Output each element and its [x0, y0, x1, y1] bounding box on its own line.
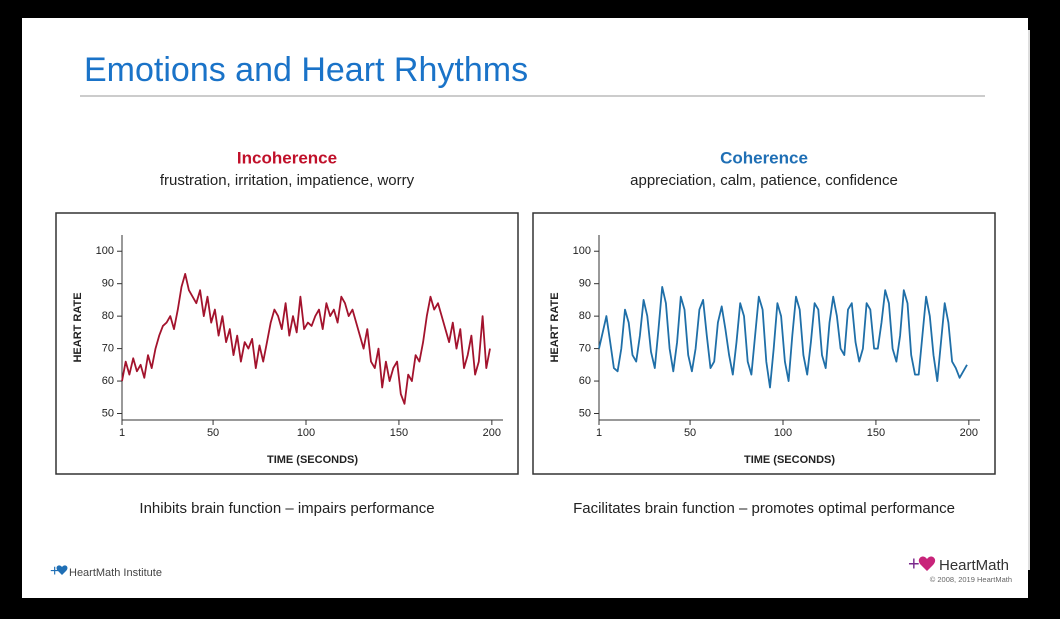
footer-left: HeartMath Institute [69, 567, 162, 579]
x-tick-label: 200 [960, 427, 978, 439]
heart-icon [918, 556, 936, 571]
y-tick-label: 100 [96, 245, 114, 257]
chart-title: Incoherence [237, 148, 337, 167]
x-tick-label: 100 [774, 427, 792, 439]
y-tick-label: 80 [579, 310, 591, 322]
y-tick-label: 70 [102, 343, 114, 355]
slide-title: Emotions and Heart Rhythms [84, 51, 528, 89]
y-tick-label: 50 [579, 407, 591, 419]
x-tick-label: 100 [297, 427, 315, 439]
chart-box [55, 212, 519, 475]
x-tick-label: 200 [483, 427, 501, 439]
heart-rate-line [121, 273, 491, 405]
edge-shadow [1028, 30, 1030, 570]
footer-copyright: © 2008, 2019 HeartMath [930, 575, 1012, 584]
y-tick-label: 100 [573, 245, 591, 257]
x-axis-label: TIME (SECONDS) [267, 454, 358, 466]
y-tick-label: 90 [579, 278, 591, 290]
chart-subtitle: frustration, irritation, impatience, wor… [160, 172, 415, 189]
x-axis-label: TIME (SECONDS) [744, 454, 835, 466]
y-tick-label: 80 [102, 310, 114, 322]
y-tick-label: 60 [579, 375, 591, 387]
y-tick-label: 50 [102, 407, 114, 419]
y-axis-label: HEART RATE [549, 292, 561, 362]
plus-icon: + [50, 563, 59, 580]
x-tick-label: 50 [684, 427, 696, 439]
chart-box [532, 212, 996, 475]
y-axis-label: HEART RATE [72, 292, 84, 362]
footer-brand: HeartMath [939, 557, 1009, 574]
x-tick-label: 1 [119, 427, 125, 439]
x-tick-label: 150 [867, 427, 885, 439]
chart-caption: Inhibits brain function – impairs perfor… [139, 500, 434, 517]
chart-title: Coherence [720, 148, 808, 167]
heart-rate-line [598, 286, 968, 389]
x-tick-label: 150 [390, 427, 408, 439]
plus-icon: + [908, 553, 920, 575]
chart-caption: Facilitates brain function – promotes op… [573, 500, 955, 517]
chart-subtitle: appreciation, calm, patience, confidence [630, 172, 898, 189]
y-tick-label: 60 [102, 375, 114, 387]
y-tick-label: 70 [579, 343, 591, 355]
heart-icon [56, 565, 68, 575]
x-tick-label: 50 [207, 427, 219, 439]
x-tick-label: 1 [596, 427, 602, 439]
y-tick-label: 90 [102, 278, 114, 290]
